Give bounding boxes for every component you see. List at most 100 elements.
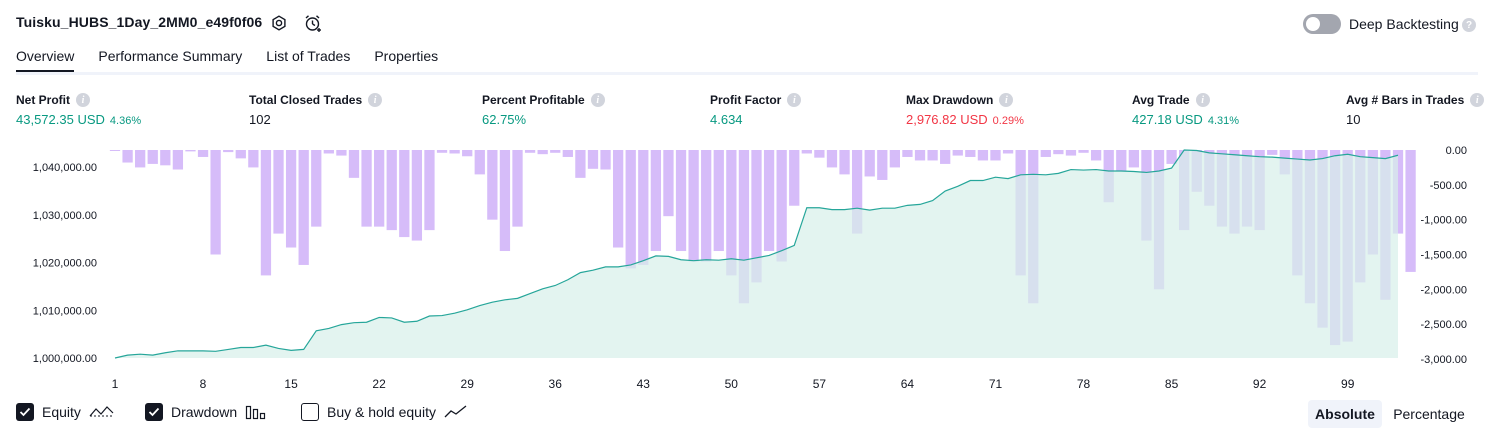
drawdown-bar (109, 150, 121, 151)
x-axis-tick-label: 36 (549, 377, 563, 391)
drawdown-bar (411, 150, 423, 241)
drawdown-bar (1078, 150, 1089, 153)
equity-drawdown-chart[interactable]: 1,000,000.00 1,010,000.00 1,020,000.00 1,03… (0, 140, 1494, 395)
drawdown-bar (135, 150, 146, 168)
drawdown-checkbox[interactable] (145, 403, 163, 421)
metric-value: 4.634 (710, 112, 743, 127)
right-axis-tick-label: -2,500.00 (1421, 319, 1467, 331)
drawdown-bar (814, 150, 825, 158)
left-axis-tick-label: 1,020,000.00 (33, 258, 97, 270)
metric-max-drawdown: Max Drawdown i 2,976.82 USD 0.29% (906, 93, 1024, 127)
metric-label: Total Closed Trades (249, 93, 363, 107)
right-axis-tick-label: -2,000.00 (1421, 284, 1467, 296)
info-icon[interactable]: i (368, 93, 383, 107)
drawdown-bar (726, 150, 737, 276)
x-axis-tick-label: 29 (461, 377, 475, 391)
drawdown-bar (273, 150, 284, 234)
drawdown-bar (323, 150, 334, 154)
right-axis-tick-label: -3,000.00 (1421, 354, 1467, 366)
x-axis-tick-label: 8 (200, 377, 207, 391)
left-price-axis: 1,000,000.00 1,010,000.00 1,020,000.00 1,03… (33, 162, 97, 365)
drawdown-bar (562, 150, 573, 157)
drawdown-bar (952, 150, 963, 156)
legend-buy-hold-equity[interactable]: Buy & hold equity (301, 403, 468, 421)
tab-list-of-trades[interactable]: List of Trades (266, 48, 351, 64)
drawdown-bar (990, 150, 1001, 161)
drawdown-bar (839, 150, 850, 175)
metric-percent: 4.36% (109, 115, 142, 127)
metric-percent: 0.29% (992, 115, 1024, 127)
drawdown-bar (474, 150, 485, 175)
x-axis-tick-label: 22 (372, 377, 386, 391)
buy-hold-checkbox[interactable] (301, 403, 319, 421)
buy-hold-line-icon (444, 405, 467, 418)
deep-backtesting-toggle[interactable] (1303, 14, 1341, 34)
question-mark-icon[interactable]: ? (1462, 18, 1476, 32)
metric-profit-factor: Profit Factor i 4.634 (710, 93, 802, 127)
drawdown-bar (1002, 150, 1014, 154)
left-axis-tick-label: 1,030,000.00 (33, 210, 97, 222)
drawdown-bar (1405, 150, 1416, 272)
info-icon[interactable]: i (787, 93, 802, 107)
metric-value: 62.75% (482, 112, 527, 127)
percentage-mode-button[interactable]: Percentage (1393, 406, 1465, 422)
drawdown-bar (701, 150, 712, 262)
drawdown-bar (940, 150, 951, 164)
tab-overview[interactable]: Overview (16, 48, 75, 73)
metric-value: 10 (1346, 112, 1361, 127)
drawdown-bar (927, 150, 938, 161)
metric-total-closed-trades: Total Closed Trades i 102 (249, 93, 383, 127)
drawdown-bar (801, 150, 812, 154)
drawdown-bar (248, 150, 259, 168)
drawdown-bars-icon (246, 405, 266, 420)
drawdown-bar (1040, 150, 1051, 157)
right-axis-tick-label: -500.00 (1430, 180, 1467, 192)
alarm-clock-plus-icon (305, 15, 321, 32)
drawdown-bar (122, 150, 133, 163)
legend-equity[interactable]: Equity (16, 403, 115, 421)
x-axis-tick-label: 71 (989, 377, 1003, 391)
equity-checkbox[interactable] (16, 403, 34, 421)
drawdown-bar (763, 150, 775, 252)
metric-value: 427.18 USD (1132, 112, 1203, 127)
add-alert-button[interactable] (304, 14, 322, 32)
drawdown-bar (285, 150, 297, 248)
info-icon[interactable]: i (1470, 93, 1485, 107)
tab-properties[interactable]: Properties (374, 48, 439, 64)
drawdown-bar (512, 150, 523, 227)
drawdown-bar (260, 150, 272, 276)
info-icon[interactable]: i (1195, 93, 1210, 107)
metric-label: Avg # Bars in Trades (1346, 93, 1465, 107)
x-axis-tick-label: 57 (813, 377, 827, 391)
metric-value: 2,976.82 USD (906, 112, 988, 127)
info-icon[interactable]: i (999, 93, 1014, 107)
drawdown-bar (1090, 150, 1102, 161)
drawdown-bar (160, 150, 171, 166)
drawdown-bar (449, 150, 460, 154)
info-icon[interactable]: i (590, 93, 605, 107)
drawdown-bar (713, 150, 724, 252)
drawdown-bar (650, 150, 662, 252)
legend-drawdown[interactable]: Drawdown (145, 403, 267, 421)
drawdown-bar (348, 150, 360, 178)
drawdown-bar (311, 150, 322, 227)
x-axis-tick-label: 43 (637, 377, 651, 391)
drawdown-bar (436, 150, 448, 153)
drawdown-bar (751, 150, 762, 283)
absolute-mode-button[interactable]: Absolute (1308, 400, 1382, 428)
drawdown-bar (361, 150, 372, 227)
tab-performance-summary[interactable]: Performance Summary (98, 48, 243, 64)
metric-label: Profit Factor (710, 93, 782, 107)
metric-label: Max Drawdown (906, 93, 994, 107)
drawdown-bar (575, 150, 586, 178)
drawdown-bar (1128, 150, 1139, 168)
info-icon[interactable]: i (76, 93, 90, 107)
drawdown-bar (1053, 150, 1064, 155)
strategy-settings-button[interactable] (270, 14, 288, 32)
drawdown-bar (600, 150, 611, 170)
x-axis-tick-label: 15 (284, 377, 298, 391)
trade-number-axis: 1 8 15 22 29 36 43 50 57 64 71 78 85 92 99 (112, 377, 1355, 391)
drawdown-bar (399, 150, 410, 238)
drawdown-bar (1065, 150, 1077, 156)
drawdown-bar (487, 150, 498, 220)
